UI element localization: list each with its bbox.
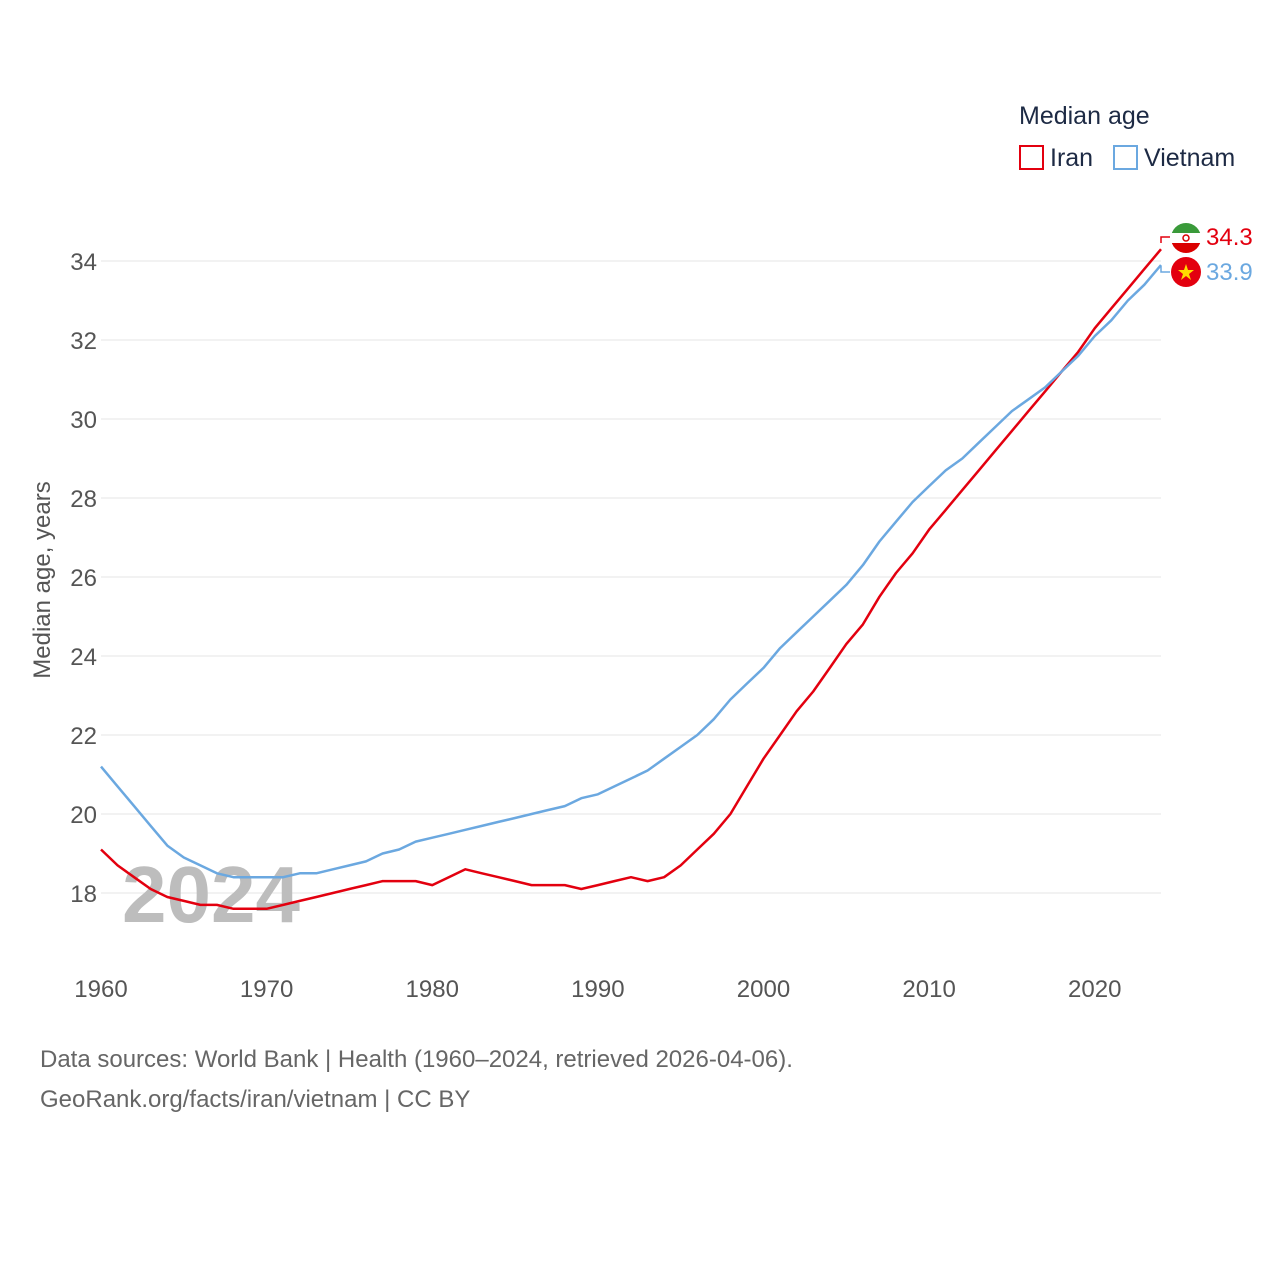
y-tick-label-24: 24 bbox=[70, 644, 97, 671]
y-tick-label-20: 20 bbox=[70, 802, 97, 829]
x-tick-label-1980: 1980 bbox=[406, 976, 459, 1003]
x-axis-ticks: 1960 1970 1980 1990 2000 2010 2020 bbox=[74, 976, 1121, 1003]
legend-swatch-iran bbox=[1019, 145, 1044, 170]
vietnam-flag-icon bbox=[1171, 257, 1201, 287]
source-note: Data sources: World Bank | Health (1960–… bbox=[40, 1040, 793, 1120]
x-tick-label-2010: 2010 bbox=[902, 976, 955, 1003]
iran-end-value: 34.3 bbox=[1206, 224, 1253, 251]
y-tick-label-34: 34 bbox=[70, 249, 97, 276]
legend-item-iran[interactable]: Iran bbox=[1019, 144, 1093, 172]
iran-flag-icon bbox=[1171, 223, 1201, 253]
y-tick-label-28: 28 bbox=[70, 486, 97, 513]
x-tick-label-1990: 1990 bbox=[571, 976, 624, 1003]
iran-label-connector bbox=[1160, 236, 1170, 243]
vietnam-label-connector bbox=[1160, 266, 1170, 273]
line-chart: 2024 18 20 22 24 26 28 30 32 34 1960 1970 1980 1990… bbox=[29, 102, 1253, 1003]
year-watermark: 2024 bbox=[122, 850, 300, 939]
y-axis-title: Median age, years bbox=[29, 481, 56, 678]
grid-lines bbox=[101, 260, 1161, 894]
source-line-link[interactable]: GeoRank.org/facts/iran/vietnam | CC BY bbox=[40, 1086, 471, 1113]
legend: Median age Iran Vietnam bbox=[1019, 102, 1235, 172]
series-lines bbox=[100, 248, 1162, 911]
legend-label-iran: Iran bbox=[1050, 144, 1093, 172]
end-markers: 34.3 33.9 bbox=[1160, 223, 1253, 287]
legend-title: Median age bbox=[1019, 102, 1150, 130]
x-tick-label-1970: 1970 bbox=[240, 976, 293, 1003]
legend-swatch-vietnam bbox=[1113, 145, 1138, 170]
legend-label-vietnam: Vietnam bbox=[1144, 144, 1235, 172]
x-tick-label-2000: 2000 bbox=[737, 976, 790, 1003]
series-line-vietnam[interactable] bbox=[100, 264, 1162, 879]
series-line-iran[interactable] bbox=[100, 248, 1162, 911]
x-tick-label-2020: 2020 bbox=[1068, 976, 1121, 1003]
y-tick-label-22: 22 bbox=[70, 723, 97, 750]
y-tick-label-18: 18 bbox=[70, 881, 97, 908]
y-tick-label-32: 32 bbox=[70, 328, 97, 355]
x-tick-label-1960: 1960 bbox=[74, 976, 127, 1003]
legend-item-vietnam[interactable]: Vietnam bbox=[1113, 144, 1235, 172]
source-line-data: Data sources: World Bank | Health (1960–… bbox=[40, 1046, 793, 1073]
y-axis-ticks: 18 20 22 24 26 28 30 32 34 bbox=[70, 249, 97, 908]
y-tick-label-26: 26 bbox=[70, 565, 97, 592]
vietnam-end-value: 33.9 bbox=[1206, 259, 1253, 286]
y-tick-label-30: 30 bbox=[70, 407, 97, 434]
